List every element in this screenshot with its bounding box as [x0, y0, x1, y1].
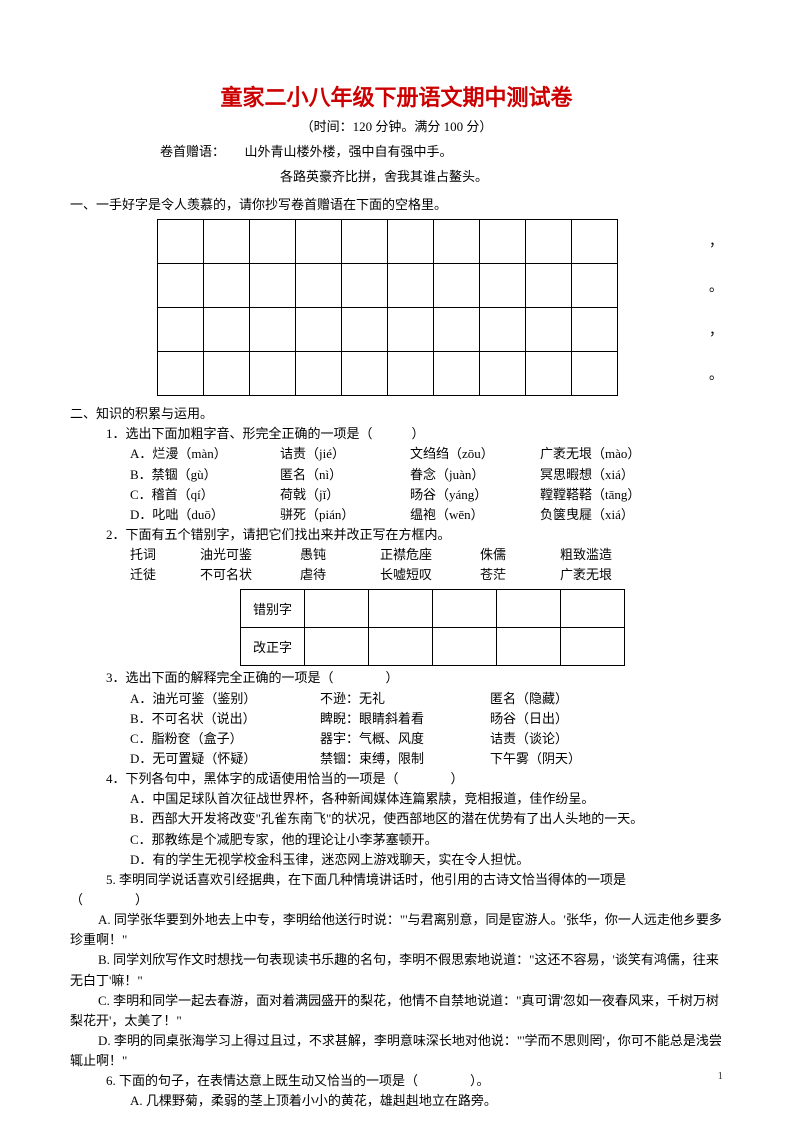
q1-b-3: 眷念（juàn）: [410, 465, 540, 485]
q3-a-1: A．油光可鉴（鉴别）: [130, 689, 320, 709]
motto-label: 卷首赠语：: [160, 144, 225, 159]
q1-a-3: 文绉绉（zōu）: [410, 444, 540, 464]
q2-w-5: 侏儒: [480, 545, 560, 565]
q2-w-12: 广袤无垠: [560, 565, 660, 585]
q3-b-2: 睥睨：眼睛斜着看: [320, 709, 490, 729]
q1-c-1: C．稽首（qí）: [130, 485, 280, 505]
q1-d-3: 缊袍（wēn）: [410, 505, 540, 525]
q1-b-4: 冥思暇想（xiá）: [540, 465, 700, 485]
copy-grid: [157, 219, 618, 396]
exam-subtitle: （时间：120 分钟。满分 100 分）: [70, 116, 723, 135]
q2-w-2: 油光可鉴: [200, 545, 300, 565]
q2-w-9: 虐待: [300, 565, 380, 585]
q2-words-2: 迁徒 不可名状 虐待 长嘘短叹 苍茫 广袤无垠: [70, 565, 723, 585]
q1-d-4: 负箧曳屣（xiá）: [540, 505, 700, 525]
q1-a-4: 广袤无垠（mào）: [540, 444, 700, 464]
q4-opt-b: B．西部大开发将改变"孔雀东南飞"的状况，使西部地区的潜在优势有了出人头地的一天…: [70, 809, 723, 829]
correction-row-fix: 改正字: [241, 628, 305, 666]
q1-a-2: 诘责（jié）: [280, 444, 410, 464]
q3-b-1: B．不可名状（说出）: [130, 709, 320, 729]
q1-a-1: A．烂漫（màn）: [130, 444, 280, 464]
q1-stem: 1．选出下面加粗字音、形完全正确的一项是（ ）: [70, 424, 723, 444]
page: 童家二小八年级下册语文期中测试卷 （时间：120 分钟。满分 100 分） 卷首…: [0, 0, 793, 1122]
correction-grid: 错别字 改正字: [240, 589, 625, 666]
q1-b-2: 匿名（nì）: [280, 465, 410, 485]
punct-comma-1: ，: [709, 231, 723, 251]
q2-w-8: 不可名状: [200, 565, 300, 585]
q6-opt-a: A. 几棵野菊，柔弱的茎上顶着小小的黄花，雄赳赳地立在路旁。: [70, 1091, 723, 1111]
q1-opt-a: A．烂漫（màn） 诘责（jié） 文绉绉（zōu） 广袤无垠（mào）: [70, 444, 723, 464]
q4-stem: 4．下列各句中，黑体字的成语使用恰当的一项是（ ）: [70, 769, 723, 789]
q1-c-3: 旸谷（yáng）: [410, 485, 540, 505]
q3-d-2: 禁锢：束缚，限制: [320, 749, 490, 769]
punct-period-1: 。: [709, 276, 723, 296]
q1-opt-b: B．禁锢（gù） 匿名（nì） 眷念（juàn） 冥思暇想（xiá）: [70, 465, 723, 485]
q3-c-3: 诘责（谈论）: [490, 729, 630, 749]
q2-w-1: 托词: [130, 545, 200, 565]
grid-punct-col: ， 。 ， 。: [705, 219, 723, 396]
q1-d-1: D．叱咄（duō）: [130, 505, 280, 525]
motto-line-2: 各路英豪齐比拼，舍我其谁占鳌头。: [70, 166, 723, 185]
q1-opt-d: D．叱咄（duō） 骈死（pián） 缊袍（wēn） 负箧曳屣（xiá）: [70, 505, 723, 525]
q4-opt-d: D．有的学生无视学校金科玉律，迷恋网上游戏聊天，实在令人担忧。: [70, 850, 723, 870]
q3-opt-d: D．无可置疑（怀疑） 禁锢：束缚，限制 下午雾（阴天）: [70, 749, 723, 769]
q2-w-10: 长嘘短叹: [380, 565, 480, 585]
copy-grid-wrap: ， 。 ， 。: [70, 219, 723, 396]
q2-w-11: 苍茫: [480, 565, 560, 585]
q3-c-1: C．脂粉奁（盒子）: [130, 729, 320, 749]
q2-w-3: 愚钝: [300, 545, 380, 565]
q2-stem: 2．下面有五个错别字，请把它们找出来并改正写在方框内。: [70, 525, 723, 545]
section-2-heading: 二、知识的积累与运用。: [70, 404, 723, 424]
q6-stem-text: 6. 下面的句子，在表情达意上既生动又恰当的一项是（ ）。: [106, 1073, 490, 1088]
q3-d-1: D．无可置疑（怀疑）: [130, 749, 320, 769]
q5-opt-b: B. 同学刘欣写作文时想找一句表现读书乐趣的名句，李明不假思索地说道："这还不容…: [70, 950, 723, 990]
motto-line-1: 卷首赠语： 山外青山楼外楼，强中自有强中手。: [70, 141, 723, 160]
q5-opt-c: C. 李明和同学一起去春游，面对着满园盛开的梨花，他情不自禁地说道："真可谓'忽…: [70, 991, 723, 1031]
punct-comma-2: ，: [709, 320, 723, 340]
q2-words-1: 托词 油光可鉴 愚钝 正襟危座 侏儒 粗致滥造: [70, 545, 723, 565]
q4-opt-a: A．中国足球队首次征战世界杯，各种新闻媒体连篇累牍，竞相报道，佳作纷呈。: [70, 789, 723, 809]
q6-stem: 6. 下面的句子，在表情达意上既生动又恰当的一项是（ ）。: [70, 1071, 723, 1091]
q3-opt-a: A．油光可鉴（鉴别） 不逊：无礼 匿名（隐藏）: [70, 689, 723, 709]
motto-text-1: 山外青山楼外楼，强中自有强中手。: [245, 144, 453, 159]
q4-opt-c: C．那教练是个减肥专家，他的理论让小李茅塞顿开。: [70, 830, 723, 850]
q3-a-2: 不逊：无礼: [320, 689, 490, 709]
q5-stem-2: （ ）: [70, 890, 723, 910]
section-1-heading: 一、一手好字是令人羡慕的，请你抄写卷首赠语在下面的空格里。: [70, 195, 723, 215]
q1-d-2: 骈死（pián）: [280, 505, 410, 525]
q2-w-7: 迁徒: [130, 565, 200, 585]
q1-c-4: 鞺鞺鞳鞳（tāng）: [540, 485, 700, 505]
q1-opt-c: C．稽首（qí） 荷戟（jǐ） 旸谷（yáng） 鞺鞺鞳鞳（tāng）: [70, 485, 723, 505]
q2-w-4: 正襟危座: [380, 545, 480, 565]
q3-a-3: 匿名（隐藏）: [490, 689, 630, 709]
q3-opt-b: B．不可名状（说出） 睥睨：眼睛斜着看 旸谷（日出）: [70, 709, 723, 729]
q3-stem: 3．选出下面的解释完全正确的一项是（ ）: [70, 668, 723, 688]
punct-period-2: 。: [709, 364, 723, 384]
q5-opt-a: A. 同学张华要到外地去上中专，李明给他送行时说："'与君离别意，同是宦游人。'…: [70, 910, 723, 950]
exam-title: 童家二小八年级下册语文期中测试卷: [70, 80, 723, 112]
q2-w-6: 粗致滥造: [560, 545, 660, 565]
q3-b-3: 旸谷（日出）: [490, 709, 630, 729]
q1-b-1: B．禁锢（gù）: [130, 465, 280, 485]
q5-stem-1: 5. 李明同学说话喜欢引经据典，在下面几种情境讲话时，他引用的古诗文恰当得体的一…: [70, 870, 723, 890]
page-number: 1: [718, 1070, 724, 1082]
q5-opt-d: D. 李明的同桌张海学习上得过且过，不求甚解，李明意味深长地对他说："'学而不思…: [70, 1031, 723, 1071]
correction-row-wrong: 错别字: [241, 590, 305, 628]
q3-c-2: 器宇：气概、风度: [320, 729, 490, 749]
q1-c-2: 荷戟（jǐ）: [280, 485, 410, 505]
q3-d-3: 下午雾（阴天）: [490, 749, 630, 769]
q3-opt-c: C．脂粉奁（盒子） 器宇：气概、风度 诘责（谈论）: [70, 729, 723, 749]
